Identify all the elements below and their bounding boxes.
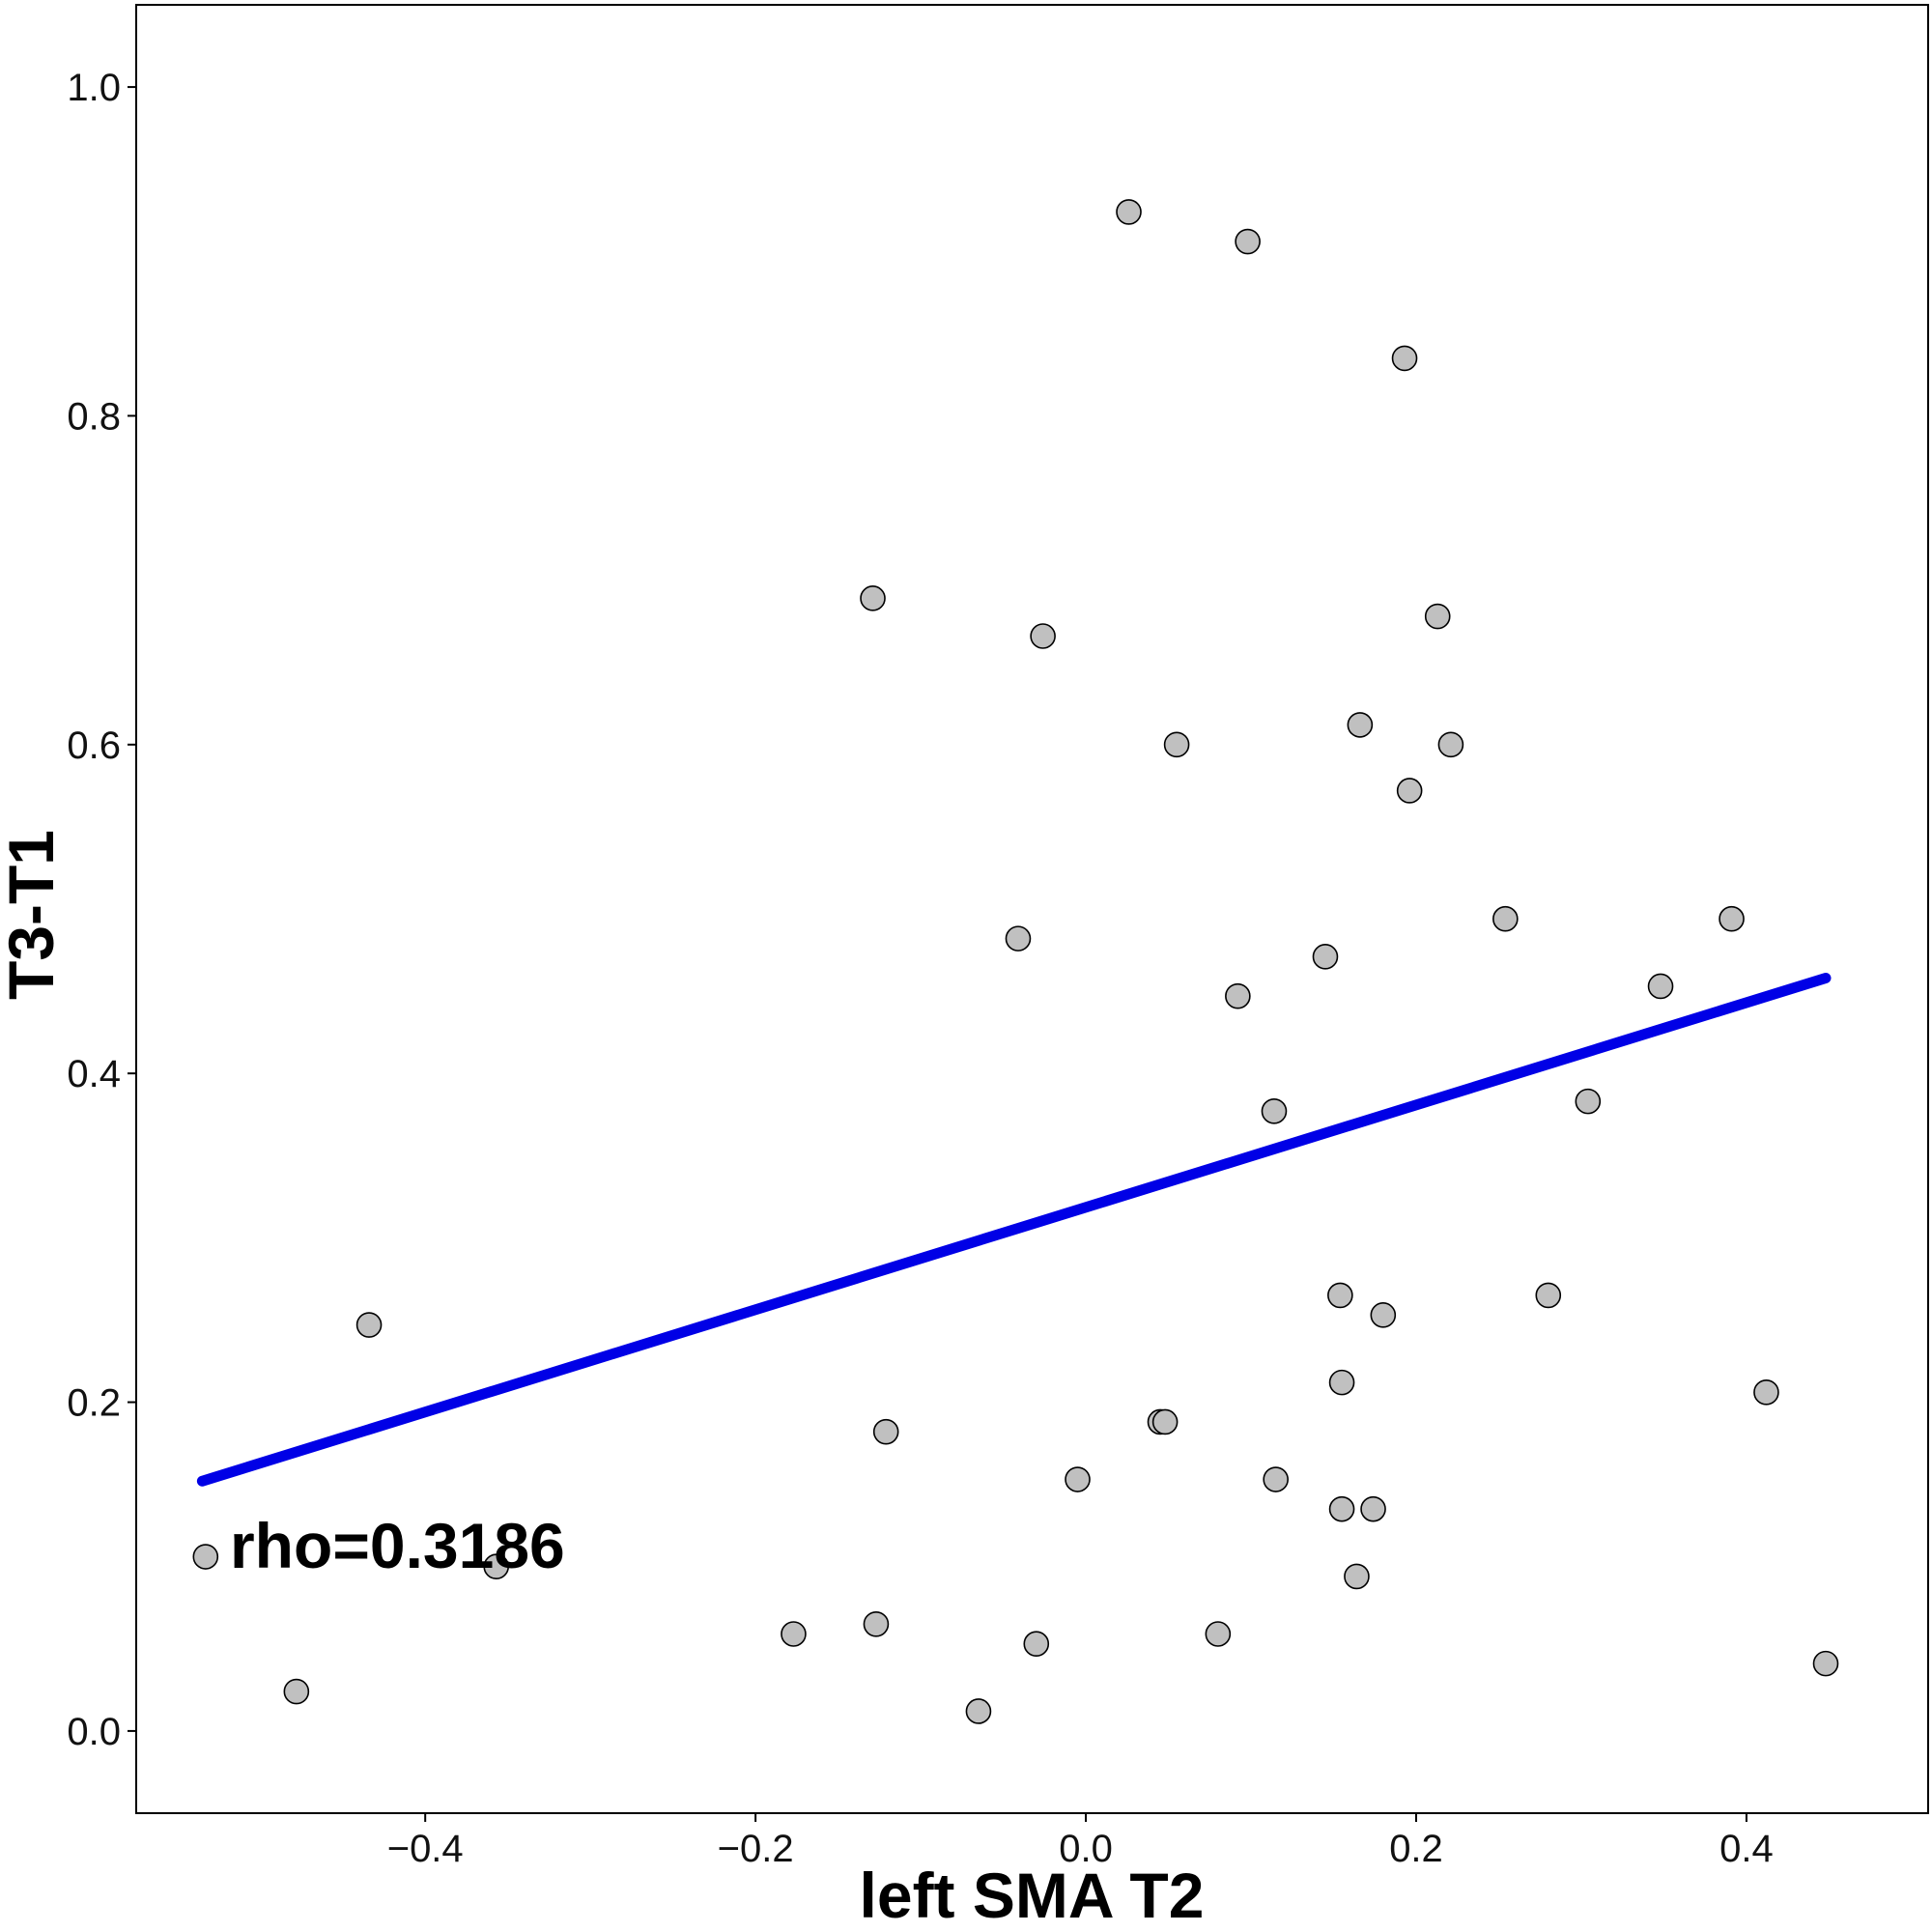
x-tick-label: −0.4 [387,1828,464,1870]
y-tick-label: 1.0 [67,67,121,109]
data-point [1225,982,1251,1009]
data-point [1065,1466,1091,1492]
data-point [1205,1621,1232,1647]
y-axis-title: T3-T1 [0,830,67,1000]
x-tick-label: −0.2 [718,1828,794,1870]
data-point [781,1621,807,1647]
x-tick-label: 0.4 [1719,1828,1774,1870]
data-point [1163,731,1190,758]
data-point [1312,944,1339,970]
data-point [863,1610,890,1637]
y-tick-label: 0.4 [67,1053,121,1095]
data-point [1023,1631,1050,1658]
plot-area [135,4,1929,1814]
data-point [1360,1495,1386,1522]
data-point [1261,1098,1288,1124]
data-point [1327,1282,1353,1309]
data-point [483,1553,510,1580]
data-point [283,1678,310,1705]
y-tick-label: 0.0 [67,1711,121,1753]
data-point [1424,603,1451,630]
data-point [1396,778,1423,804]
x-tick-label: 0.2 [1389,1828,1443,1870]
data-point [1235,228,1261,255]
rho-annotation: rho=0.3186 [230,1510,565,1581]
data-point [355,1312,383,1338]
x-axis-ticks: −0.4 −0.2 0.0 0.2 0.4 [387,1813,1774,1870]
data-point [1328,1369,1355,1396]
data-point [1391,345,1418,372]
data-point [1347,712,1374,738]
fit-line-group [196,972,1832,1487]
data-point [1005,925,1032,952]
y-axis-ticks: 0.0 0.2 0.4 0.6 0.8 1.0 [67,67,136,1753]
data-point [1116,199,1142,225]
y-tick-label: 0.8 [67,395,121,438]
data-point [1328,1495,1355,1522]
data-point [872,1418,899,1445]
data-point [1535,1282,1562,1309]
data-point [1344,1563,1370,1590]
data-point [1719,905,1745,932]
data-point [1437,731,1464,758]
data-point [1753,1379,1779,1406]
data-points [192,199,1839,1724]
data-point [1812,1650,1839,1677]
y-tick-label: 0.6 [67,724,121,767]
y-tick-label: 0.2 [67,1382,121,1425]
data-point [1492,905,1519,932]
data-point [1647,973,1674,1000]
x-axis-title: left SMA T2 [860,1860,1205,1931]
data-point [1263,1466,1289,1492]
regression-line [196,972,1832,1487]
data-point [860,585,886,611]
data-point [965,1698,992,1724]
x-tick-label: 0.0 [1059,1828,1113,1870]
data-point [1151,1408,1179,1435]
data-point [1030,623,1056,649]
data-point [1370,1302,1397,1328]
data-point [192,1544,219,1570]
data-point [1575,1088,1602,1115]
